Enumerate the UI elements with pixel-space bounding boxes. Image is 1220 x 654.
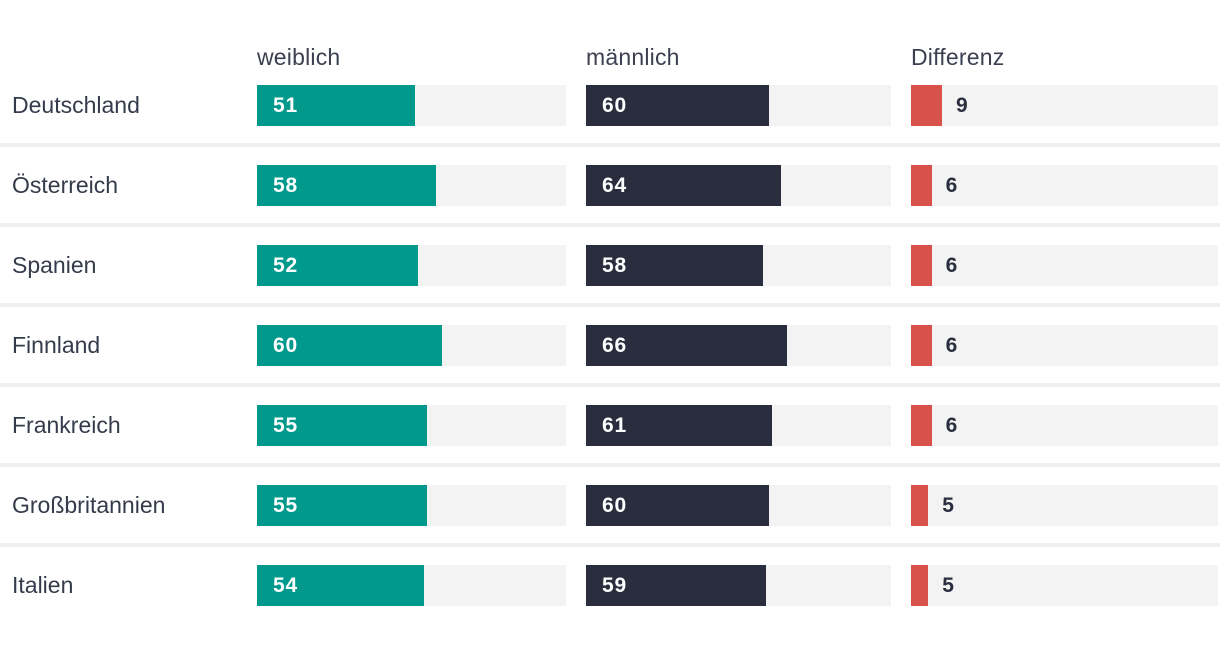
weiblich-value: 51 [273,94,298,117]
column-header-weiblich: weiblich [257,44,341,70]
differenz-value: 5 [942,573,955,597]
weiblich-bar-track: 60 [257,325,566,366]
weiblich-bar-track: 55 [257,485,566,526]
differenz-bar-fill [911,325,932,366]
weiblich-bar-fill: 60 [257,325,443,366]
maennlich-bar-fill: 58 [586,245,763,286]
maennlich-value: 60 [602,94,627,117]
differenz-bar-fill [911,565,929,606]
weiblich-value: 58 [273,174,298,197]
maennlich-bar-fill: 64 [586,165,782,206]
table-row: Italien 54 59 5 [0,565,1220,645]
maennlich-bar-fill: 66 [586,325,788,366]
table-row: Deutschland 51 60 9 [0,85,1220,165]
differenz-value: 6 [945,173,958,197]
maennlich-bar-fill: 60 [586,85,769,126]
column-header-maennlich: männlich [586,44,680,70]
differenz-bar-fill [911,245,932,286]
differenz-value: 6 [945,253,958,277]
maennlich-bar-track: 66 [586,325,891,366]
differenz-bar-fill [911,85,942,126]
weiblich-bar-fill: 55 [257,405,427,446]
differenz-value: 9 [955,93,969,117]
maennlich-bar-fill: 59 [586,565,766,606]
maennlich-value: 66 [602,334,627,357]
weiblich-value: 55 [273,414,298,437]
maennlich-bar-track: 58 [586,245,891,286]
maennlich-value: 64 [602,174,627,197]
maennlich-value: 61 [602,414,627,437]
table-row: Österreich 58 64 6 [0,165,1220,245]
weiblich-value: 52 [273,254,298,277]
weiblich-bar-track: 58 [257,165,566,206]
differenz-bar-fill [911,165,932,206]
weiblich-value: 54 [273,574,298,597]
differenz-value: 5 [942,493,955,517]
maennlich-value: 58 [602,254,627,277]
row-label-country: Finnland [12,332,101,358]
weiblich-bar-fill: 51 [257,85,415,126]
weiblich-bar-fill: 52 [257,245,418,286]
differenz-bar-track: 6 [911,325,1218,366]
weiblich-bar-fill: 54 [257,565,424,606]
differenz-bar-track: 9 [911,85,1218,126]
weiblich-bar-fill: 58 [257,165,437,206]
row-label-country: Deutschland [12,92,140,118]
table-row: Frankreich 55 61 6 [0,405,1220,485]
weiblich-bar-track: 55 [257,405,566,446]
weiblich-bar-track: 52 [257,245,566,286]
chart-rows: Deutschland 51 60 9 Österreich 58 [0,85,1220,645]
maennlich-value: 59 [602,574,627,597]
weiblich-value: 60 [273,334,298,357]
maennlich-value: 60 [602,494,627,517]
weiblich-bar-track: 51 [257,85,566,126]
row-label-country: Spanien [12,252,97,278]
row-label-country: Großbritannien [12,492,166,518]
weiblich-bar-fill: 55 [257,485,427,526]
table-row: Großbritannien 55 60 5 [0,485,1220,565]
maennlich-bar-fill: 61 [586,405,773,446]
spacer [12,44,237,85]
chart-header: weiblich männlich Differenz [0,0,1220,85]
maennlich-bar-track: 59 [586,565,891,606]
differenz-value: 6 [945,413,958,437]
maennlich-bar-track: 64 [586,165,891,206]
differenz-bar-fill [911,405,932,446]
maennlich-bar-track: 60 [586,485,891,526]
row-label-country: Frankreich [12,412,121,438]
maennlich-bar-track: 60 [586,85,891,126]
weiblich-bar-track: 54 [257,565,566,606]
differenz-bar-track: 5 [911,565,1218,606]
column-header-differenz: Differenz [911,44,1005,70]
differenz-bar-track: 6 [911,245,1218,286]
differenz-bar-track: 6 [911,405,1218,446]
differenz-bar-track: 6 [911,165,1218,206]
differenz-bar-fill [911,485,929,526]
weiblich-value: 55 [273,494,298,517]
maennlich-bar-track: 61 [586,405,891,446]
maennlich-bar-fill: 60 [586,485,769,526]
row-label-country: Österreich [12,172,119,198]
differenz-bar-track: 5 [911,485,1218,526]
table-row: Finnland 60 66 6 [0,325,1220,405]
row-label-country: Italien [12,572,74,598]
differenz-value: 6 [945,333,958,357]
table-row: Spanien 52 58 6 [0,245,1220,325]
